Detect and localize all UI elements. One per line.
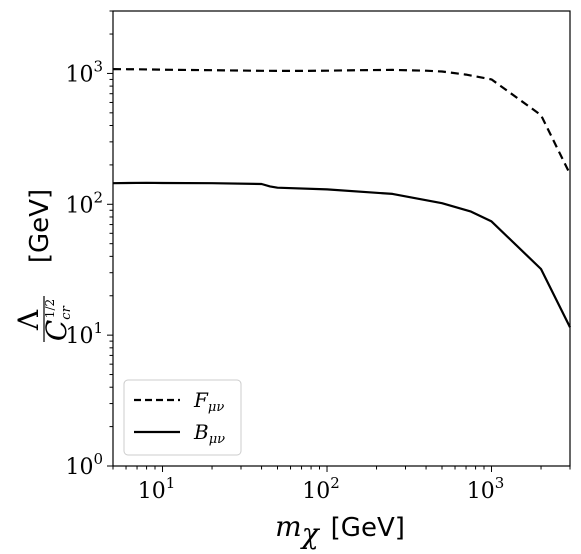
y-tick-label-3: 103 (65, 57, 103, 87)
x-tick-label-0: 101 (138, 474, 176, 504)
tick-labels: 101 102 103 100 101 102 103 (65, 57, 504, 504)
y-label-numerator: Λ (12, 309, 45, 331)
plot-frame (112, 10, 571, 467)
series-line-1 (112, 181, 571, 328)
x-axis-label: mχ [GeV] (275, 510, 405, 550)
y-tick-label-1: 101 (65, 319, 103, 349)
x-tick-label-2: 103 (467, 474, 505, 504)
legend-label-f: Fμν (193, 388, 224, 415)
y-tick-label-2: 102 (65, 188, 103, 218)
y-axis-label: Λ Ccr1/2 [GeV] (12, 189, 74, 342)
y-label-unit: [GeV] (25, 189, 55, 263)
legend-label-b: Bμν (193, 420, 225, 447)
legend-box (123, 379, 242, 456)
y-tick-label-0: 100 (65, 450, 103, 480)
plot-lines (112, 68, 571, 328)
x-tick-label-1: 102 (302, 474, 340, 504)
legend: Fμν Bμν (123, 379, 242, 456)
series-line-0 (112, 68, 571, 175)
y-label-denominator: Ccr1/2 (40, 299, 74, 341)
axis-ticks (107, 10, 571, 472)
